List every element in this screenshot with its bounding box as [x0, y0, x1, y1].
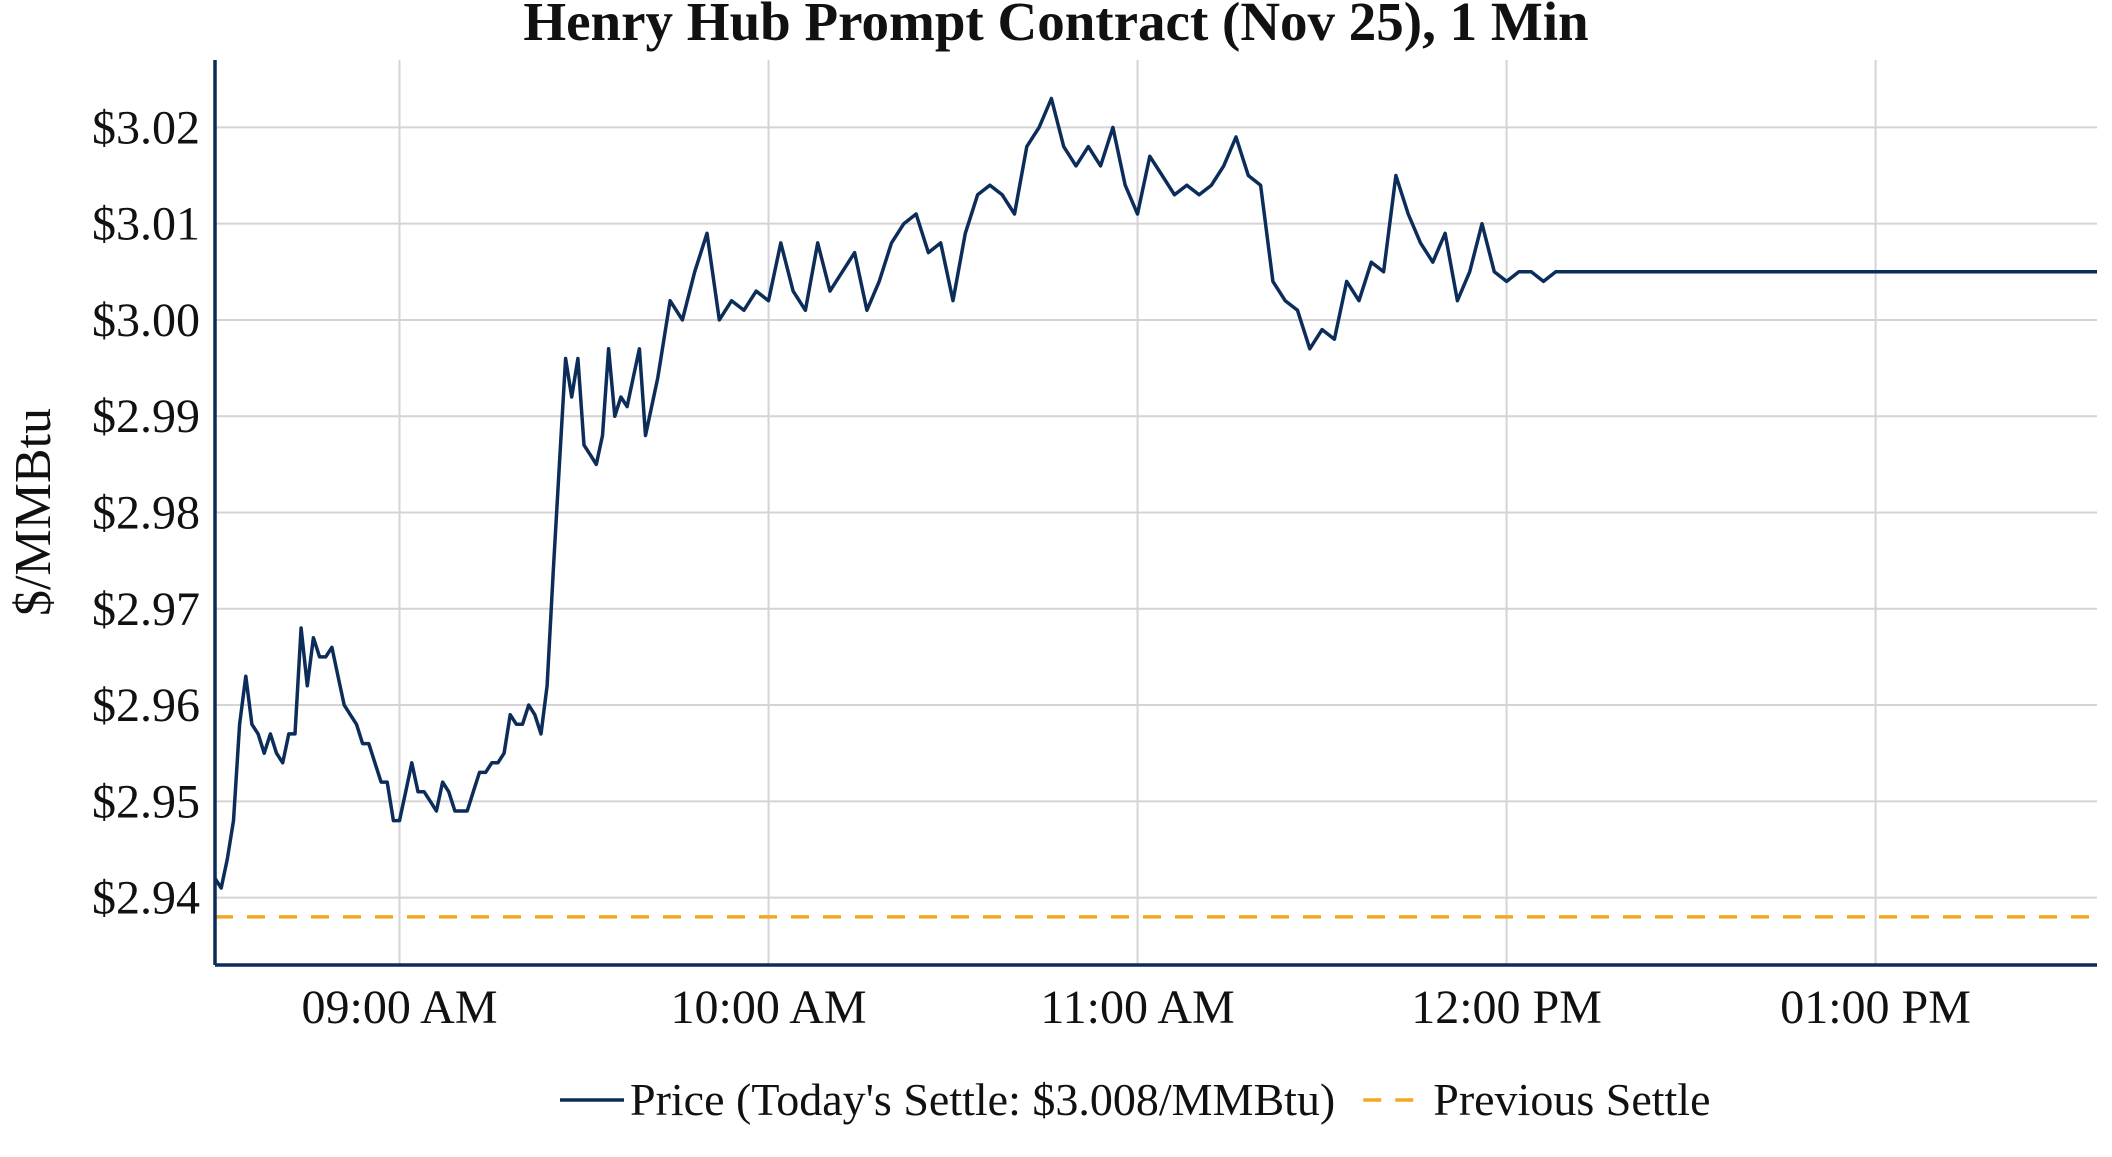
legend-label: Price (Today's Settle: $3.008/MMBtu) [630, 1074, 1335, 1125]
x-tick-label: 11:00 AM [1040, 981, 1234, 1034]
y-tick-label: $2.96 [92, 679, 200, 732]
y-tick-label: $2.94 [92, 872, 200, 925]
y-tick-label: $2.95 [92, 775, 200, 828]
legend-label: Previous Settle [1433, 1074, 1710, 1125]
y-tick-label: $3.02 [92, 101, 200, 154]
price-series-line [213, 96, 2097, 890]
y-tick-label: $2.97 [92, 583, 200, 636]
y-axis-title: $/MMBtu [5, 408, 62, 616]
y-tick-label: $3.01 [92, 198, 200, 251]
x-tick-label: 09:00 AM [301, 981, 497, 1034]
y-tick-label: $2.98 [92, 487, 200, 540]
x-tick-label: 01:00 PM [1780, 981, 1971, 1034]
x-tick-label: 10:00 AM [671, 981, 867, 1034]
y-tick-label: $3.00 [92, 294, 200, 347]
legend: Price (Today's Settle: $3.008/MMBtu) Prev… [560, 1074, 1711, 1125]
series-layer [213, 96, 2097, 919]
y-tick-label: $2.99 [92, 390, 200, 443]
axes [213, 60, 2097, 967]
grid-lines [215, 60, 2097, 965]
chart-title: Henry Hub Prompt Contract (Nov 25), 1 Mi… [523, 0, 1588, 52]
tick-labels: 09:00 AM 10:00 AM 11:00 AM 12:00 PM 01:00 PM… [92, 101, 1971, 1034]
x-tick-label: 12:00 PM [1411, 981, 1602, 1034]
